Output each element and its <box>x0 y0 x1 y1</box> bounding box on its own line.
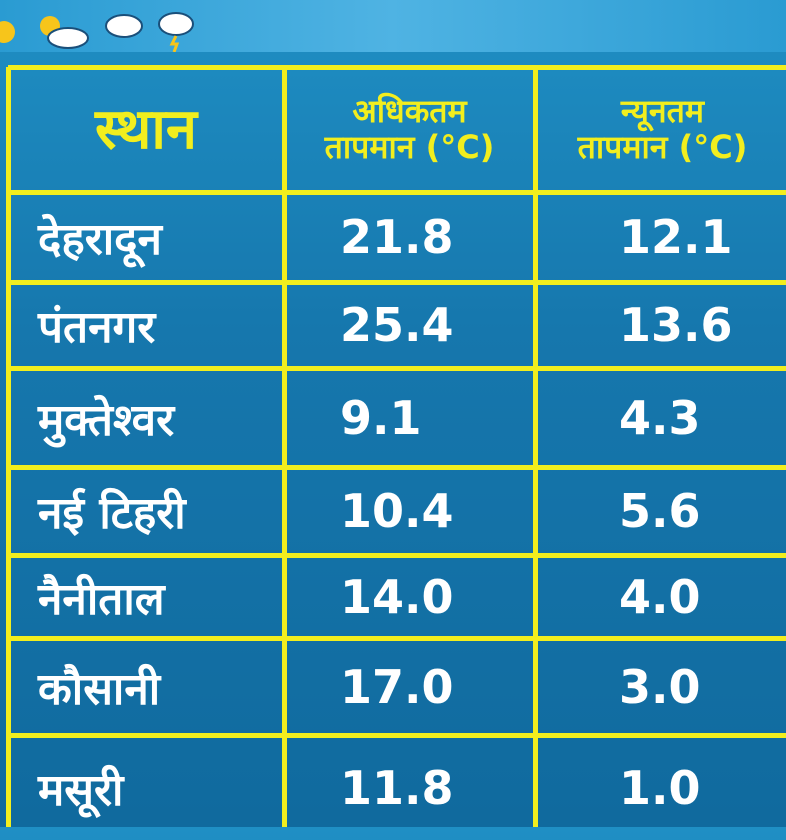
city-name: कौसानी <box>38 663 161 715</box>
temperature-value: 3.0 <box>619 659 701 714</box>
temperature-value: 25.4 <box>340 298 454 352</box>
row-border <box>8 465 786 470</box>
temperature-value: 14.0 <box>340 569 454 624</box>
column-border <box>282 67 287 827</box>
row-border <box>8 366 786 371</box>
temperature-value: 12.1 <box>619 210 733 264</box>
temperature-value: 21.8 <box>340 210 454 264</box>
header-text: स्थान <box>94 96 198 162</box>
row-border <box>8 190 786 195</box>
temperature-value: 9.1 <box>340 390 422 445</box>
header-text: तापमान (°C) <box>324 127 495 166</box>
row-border <box>8 733 786 738</box>
cloud-icon <box>47 27 89 49</box>
sun-icon <box>0 21 15 43</box>
city-name: मसूरी <box>38 764 124 816</box>
header-text: अधिकतम <box>352 92 467 131</box>
row-border <box>8 636 786 641</box>
temperature-value: 4.3 <box>619 390 701 445</box>
city-name: नई टिहरी <box>38 488 186 539</box>
temperature-value: 1.0 <box>619 760 701 815</box>
temperature-value: 5.6 <box>619 484 701 538</box>
header-text: तापमान (°C) <box>577 127 748 166</box>
column-border <box>6 67 11 827</box>
header-cell: अधिकतम तापमान (°C) <box>284 67 535 192</box>
header-cell: न्यूनतम तापमान (°C) <box>535 67 786 192</box>
city-name: नैनीताल <box>38 573 165 625</box>
row-border <box>8 553 786 558</box>
storm-cloud-icon <box>158 12 194 36</box>
weather-icon-strip <box>0 0 786 52</box>
header-text: न्यूनतम <box>620 92 705 131</box>
temperature-value: 4.0 <box>619 569 701 624</box>
lightning-icon <box>169 35 180 52</box>
temperature-value: 10.4 <box>340 484 454 538</box>
temperature-value: 17.0 <box>340 659 454 714</box>
header-cell: स्थान <box>8 67 284 192</box>
row-border <box>8 65 786 70</box>
temperature-value: 11.8 <box>340 760 454 815</box>
city-name: पंतनगर <box>38 302 156 353</box>
rain-cloud-icon <box>105 14 143 38</box>
row-border <box>8 280 786 285</box>
city-name: देहरादून <box>38 214 162 265</box>
column-border <box>533 67 538 827</box>
temperature-value: 13.6 <box>619 298 733 352</box>
city-name: मुक्तेश्वर <box>38 394 175 446</box>
